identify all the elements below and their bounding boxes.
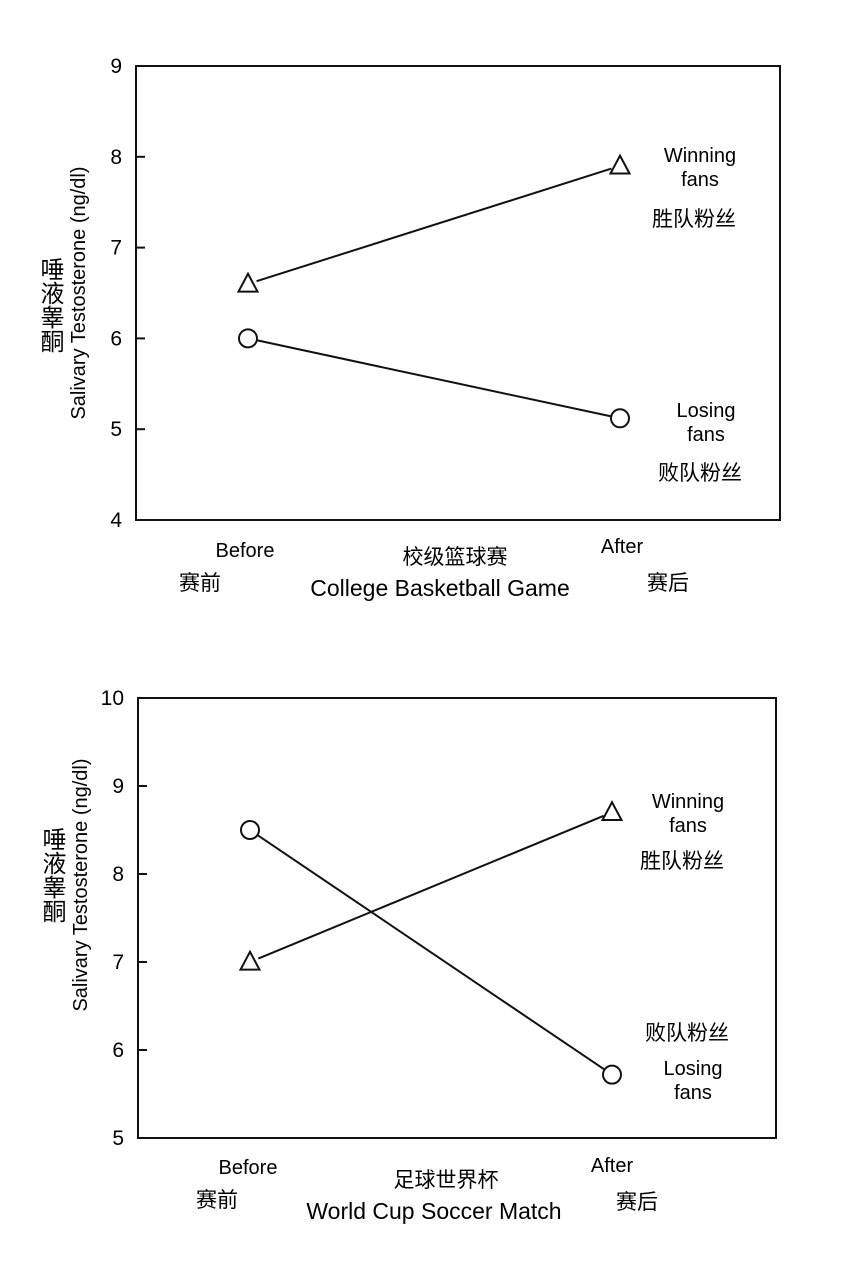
x-category-after-cn: 赛后 xyxy=(647,571,689,595)
x-category-before: Before xyxy=(216,540,275,562)
series-name-label-cn: 胜队粉丝 xyxy=(640,849,724,873)
x-category-before-cn: 赛前 xyxy=(179,571,221,595)
series-name-label-cn: 败队粉丝 xyxy=(645,1021,729,1045)
plot-frame xyxy=(137,697,777,1139)
data-point-circle xyxy=(602,1064,622,1085)
x-category-before-cn: 赛前 xyxy=(196,1188,238,1212)
series-name-label-cn: 胜队粉丝 xyxy=(652,207,736,231)
series-losing-fans: Losing fans 败队粉丝 xyxy=(240,820,729,1104)
chart-title: World Cup Soccer Match xyxy=(306,1198,561,1224)
series-line xyxy=(256,339,612,418)
data-point-triangle xyxy=(608,153,632,175)
x-category-before: Before xyxy=(219,1157,278,1179)
series-line xyxy=(256,167,612,283)
y-axis-label: Salivary Testosterone (ng/dl) xyxy=(68,166,90,419)
y-tick-label: 7 xyxy=(112,951,124,974)
data-point-circle xyxy=(240,820,260,840)
y-tick-label: 4 xyxy=(110,509,122,532)
data-point-triangle xyxy=(238,949,262,971)
chart-title-cn: 足球世界杯 xyxy=(394,1168,499,1192)
series-losing-fans: Losing fans 败队粉丝 xyxy=(238,328,742,485)
data-point-circle xyxy=(238,328,258,349)
chart-1: 4 5 6 7 8 9 Salivary Testosterone (ng/dl)唾液睾酮 B… xyxy=(36,55,781,601)
x-category-after: After xyxy=(591,1155,634,1177)
series-name-label: Winning fans xyxy=(652,791,724,837)
chart-2: 5 6 7 8 9 10 Salivary Testosterone (ng/dl)唾液睾酮… xyxy=(38,687,777,1224)
y-tick-label: 10 xyxy=(101,687,124,710)
y-tick-label: 5 xyxy=(110,418,122,441)
series-name-label: Losing fans xyxy=(664,1058,723,1104)
series-name-label: Winning fans xyxy=(664,145,736,191)
data-point-circle xyxy=(610,408,630,429)
series-name-label: Losing fans xyxy=(677,400,736,446)
y-tick-label: 8 xyxy=(110,146,122,169)
y-tick-label: 6 xyxy=(110,327,122,350)
chart-title-cn: 校级篮球赛 xyxy=(403,545,508,569)
y-axis-label: Salivary Testosterone (ng/dl) xyxy=(70,758,92,1011)
y-tick-label: 7 xyxy=(110,237,122,260)
y-axis-label-cn: 唾液睾酮 xyxy=(36,257,64,353)
x-category-after: After xyxy=(601,536,644,558)
x-category-after-cn: 赛后 xyxy=(616,1190,658,1214)
plot-frame xyxy=(135,65,781,521)
y-tick-label: 9 xyxy=(110,55,122,78)
data-point-triangle xyxy=(236,271,260,293)
series-winning-fans: Winning fans 胜队粉丝 xyxy=(238,791,724,971)
y-tick-label: 8 xyxy=(112,863,124,886)
series-name-label-cn: 败队粉丝 xyxy=(658,461,742,485)
y-axis-label-cn: 唾液睾酮 xyxy=(38,827,66,923)
series-line xyxy=(257,814,605,960)
series-line xyxy=(256,834,606,1071)
series-winning-fans: Winning fans 胜队粉丝 xyxy=(236,145,736,293)
y-tick-label: 6 xyxy=(112,1039,124,1062)
chart-title: College Basketball Game xyxy=(310,575,570,601)
y-tick-label: 9 xyxy=(112,775,124,798)
y-tick-label: 5 xyxy=(112,1127,124,1150)
data-point-triangle xyxy=(600,800,624,822)
